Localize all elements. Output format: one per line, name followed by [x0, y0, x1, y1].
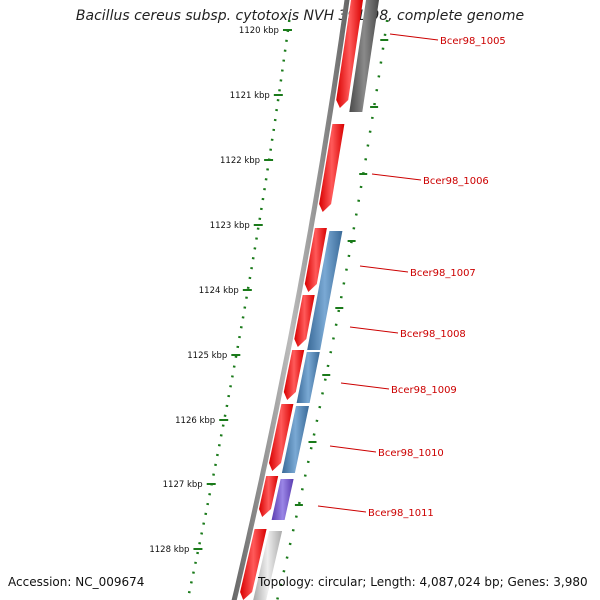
gene-label: Bcer98_1010	[378, 448, 444, 459]
scale-label: 1122 kbp	[220, 156, 260, 166]
gene-label-leader	[389, 33, 439, 41]
forward-gene-arrow	[269, 404, 294, 471]
gene-label-leader	[317, 505, 367, 513]
reverse-gene-block	[349, 0, 379, 112]
scale-label: 1125 kbp	[187, 351, 227, 361]
scale-dotted-line	[186, 19, 291, 600]
forward-gene-arrow	[283, 350, 305, 400]
forward-gene-arrow	[336, 0, 363, 108]
genome-title: Bacillus cereus subsp. cytotoxis NVH 391…	[75, 8, 525, 24]
reverse-gene-block	[271, 479, 294, 520]
scale-label: 1123 kbp	[210, 221, 250, 231]
reverse-gene-block	[281, 406, 309, 473]
reverse-gene-block	[253, 531, 283, 600]
gene-label: Bcer98_1008	[400, 329, 466, 340]
reverse-gene-block	[296, 352, 320, 403]
scale-label: 1128 kbp	[149, 545, 189, 555]
accession-text: Accession: NC_009674	[8, 575, 145, 589]
forward-gene-arrow	[304, 228, 327, 292]
scale-label: 1127 kbp	[163, 480, 203, 490]
outer-scale-dotted-line	[275, 19, 389, 600]
gene-label: Bcer98_1011	[368, 508, 434, 519]
gene-label: Bcer98_1005	[440, 36, 506, 47]
scale-label: 1120 kbp	[239, 26, 279, 36]
reverse-gene-block	[307, 231, 343, 350]
forward-gene-arrow	[240, 529, 267, 600]
scale-label: 1121 kbp	[230, 91, 270, 101]
gene-label: Bcer98_1009	[391, 385, 457, 396]
genome-backbone	[231, 0, 350, 600]
gene-label-leader	[371, 173, 422, 181]
forward-gene-arrow	[259, 476, 279, 517]
scale-label: 1126 kbp	[175, 416, 215, 426]
gene-label: Bcer98_1007	[410, 268, 476, 279]
gene-label-leader	[340, 382, 390, 390]
gene-label-leader	[329, 445, 377, 453]
gene-label: Bcer98_1006	[423, 176, 489, 187]
gene-label-leader	[349, 326, 399, 334]
forward-gene-arrow	[319, 124, 345, 212]
scale-label: 1124 kbp	[199, 286, 239, 296]
genome-summary-text: Topology: circular; Length: 4,087,024 bp…	[258, 575, 588, 589]
forward-gene-arrow	[294, 295, 315, 347]
gene-label-leader	[359, 265, 409, 273]
